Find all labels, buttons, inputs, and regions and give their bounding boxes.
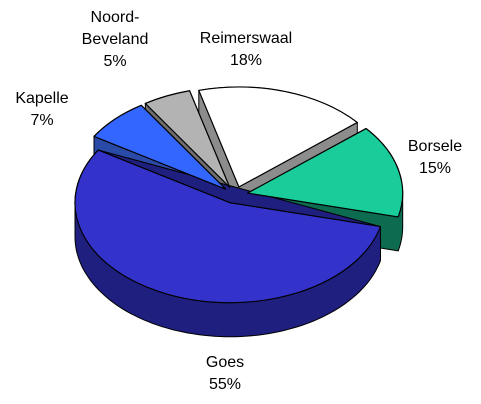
slice	[247, 127, 404, 218]
slice	[144, 90, 231, 188]
label-line: Noord-	[91, 9, 140, 26]
slice-label: Goes	[206, 354, 244, 371]
value-label: 15%	[419, 160, 451, 177]
value-label: 5%	[103, 53, 126, 70]
slice	[198, 86, 358, 188]
slice-label: Kapelle	[15, 90, 68, 107]
label-line: Kapelle	[15, 90, 68, 107]
label-line: Goes	[206, 354, 244, 371]
value-label: 18%	[230, 52, 262, 69]
label-line: Borsele	[408, 138, 462, 155]
slice-label: Borsele	[408, 138, 462, 155]
label-line: Reimerswaal	[200, 30, 292, 47]
value-label: 7%	[30, 112, 53, 129]
slice-label: Reimerswaal	[200, 30, 292, 47]
slice-label: Noord- Beveland	[82, 9, 149, 48]
slice	[93, 104, 227, 190]
value-label: 55%	[209, 376, 241, 393]
label-line: Beveland	[82, 31, 149, 48]
slice	[74, 149, 382, 304]
